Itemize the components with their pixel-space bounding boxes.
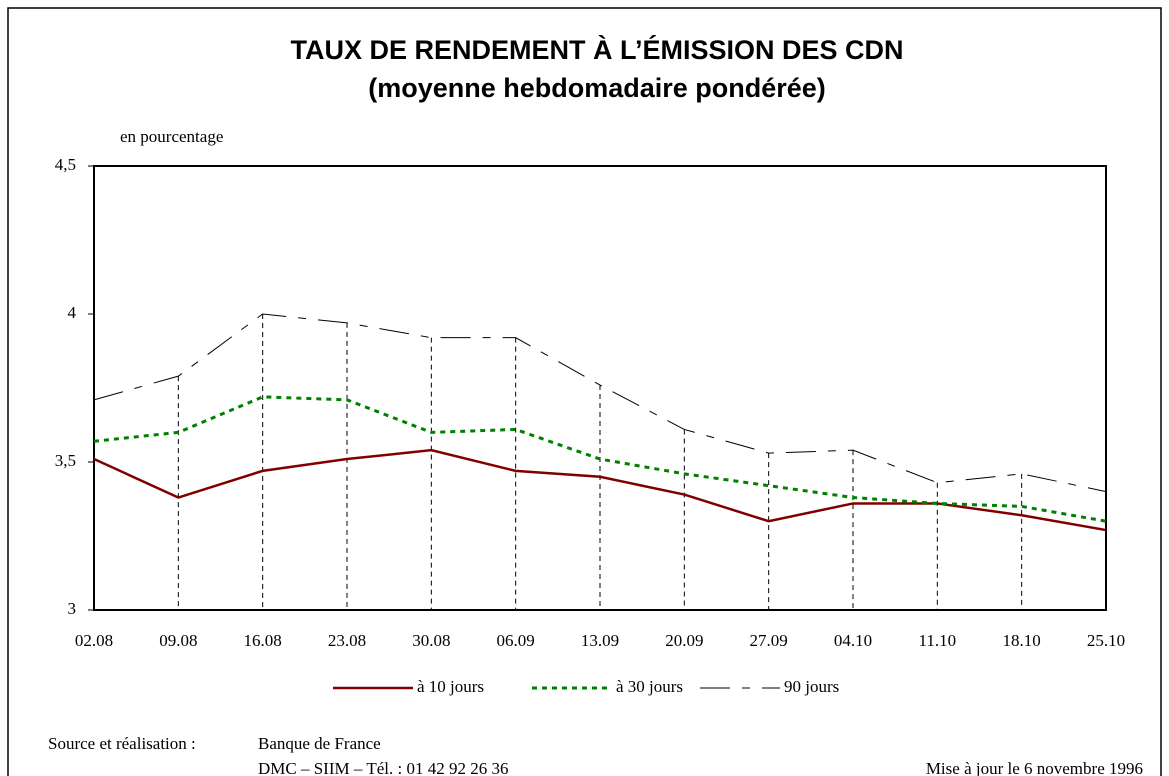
x-tick-label: 27.09: [750, 631, 788, 650]
y-tick-label: 3: [68, 599, 77, 618]
source-label: Source et réalisation :: [48, 734, 196, 753]
x-tick-label: 02.08: [75, 631, 113, 650]
x-tick-label: 23.08: [328, 631, 366, 650]
x-tick-label: 16.08: [244, 631, 282, 650]
source: Banque de France: [258, 734, 381, 753]
y-tick-label: 4,5: [55, 155, 76, 174]
x-tick-label: 06.09: [497, 631, 535, 650]
series-line: [93, 313, 1107, 493]
x-tick-label: 25.10: [1087, 631, 1125, 650]
legend-label: à 10 jours: [417, 677, 484, 696]
contact: DMC – SIIM – Tél. : 01 42 92 26 36: [258, 759, 508, 776]
y-tick-label: 3,5: [55, 451, 76, 470]
update-date: Mise à jour le 6 novembre 1996: [926, 759, 1143, 776]
series-line: [93, 448, 1107, 532]
plot-area: [93, 165, 1107, 611]
x-tick-label: 11.10: [919, 631, 957, 650]
x-tick-label: 30.08: [412, 631, 450, 650]
frame: [7, 7, 1162, 776]
y-axis-label: en pourcentage: [120, 127, 223, 146]
legend-label: 90 jours: [784, 677, 839, 696]
chart-subtitle: (moyenne hebdomadaire pondérée): [368, 73, 826, 103]
chart-title: TAUX DE RENDEMENT À L’ÉMISSION DES CDN: [290, 34, 903, 65]
series-line: [93, 395, 1107, 523]
x-tick-label: 13.09: [581, 631, 619, 650]
legend-label: à 30 jours: [616, 677, 683, 696]
x-tick-label: 18.10: [1003, 631, 1041, 650]
x-tick-label: 09.08: [159, 631, 197, 650]
x-tick-label: 20.09: [665, 631, 703, 650]
y-tick-label: 4: [68, 303, 77, 322]
x-tick-label: 04.10: [834, 631, 872, 650]
